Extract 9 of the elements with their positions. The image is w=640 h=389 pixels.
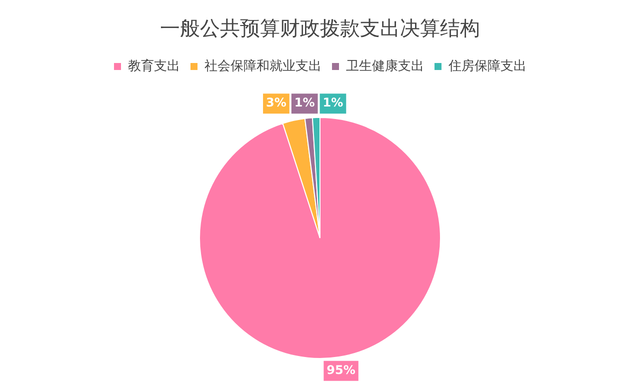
legend-label: 社会保障和就业支出 xyxy=(204,58,322,74)
data-label: 1% xyxy=(294,96,315,110)
legend-label: 教育支出 xyxy=(128,58,180,74)
legend-label: 卫生健康支出 xyxy=(346,58,424,74)
legend-label: 住房保障支出 xyxy=(448,58,526,74)
chart-title: 一般公共预算财政拨款支出决算结构 xyxy=(160,16,480,40)
data-label: 3% xyxy=(266,96,286,110)
data-label: 95% xyxy=(326,362,356,377)
data-label: 1% xyxy=(322,96,344,110)
